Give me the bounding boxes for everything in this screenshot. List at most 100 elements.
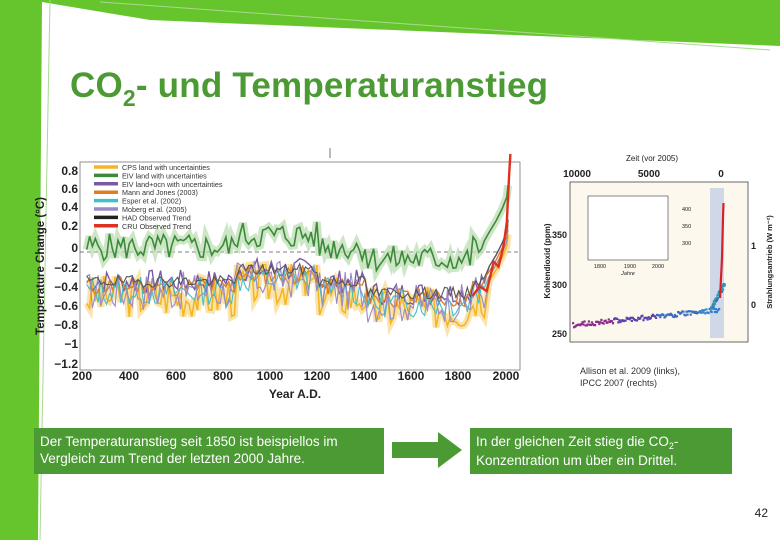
- statement-text-co2-subscript: 2: [668, 441, 674, 451]
- title-text-prefix: CO: [70, 66, 123, 105]
- co2-data-point: [594, 324, 597, 327]
- y-tick-label: 0: [71, 241, 78, 255]
- legend-label: Moberg et al. (2005): [122, 205, 187, 214]
- co2-data-point: [686, 313, 689, 316]
- co2-data-point: [631, 316, 634, 319]
- x-tick-label: 1000: [257, 369, 284, 383]
- co2-data-point: [713, 310, 716, 314]
- co2-chart: Zeit (vor 2005) 10000 5000 0 Kohlendioxi…: [543, 154, 774, 343]
- co2-data-point: [702, 311, 705, 314]
- co2-data-point: [716, 309, 720, 312]
- x-tick-label: 1200: [304, 369, 331, 383]
- co2-data-point: [700, 311, 703, 314]
- page-title: CO2- und Temperaturanstieg: [70, 66, 549, 111]
- co2-data-point: [581, 321, 584, 324]
- forcing-y-tick-label: 0: [751, 300, 756, 310]
- statement-box-co2: In der gleichen Zeit stieg die CO2-Konze…: [470, 428, 732, 474]
- inset-y-tick-label: 350: [682, 224, 691, 230]
- co2-data-point: [656, 313, 659, 316]
- co2-data-point: [649, 317, 652, 320]
- co2-data-point: [621, 319, 624, 322]
- co2-data-point: [685, 310, 688, 313]
- statement-text-co2-prefix: In der gleichen Zeit stieg die CO: [476, 434, 669, 449]
- co2-data-point: [664, 315, 667, 318]
- co2-data-point: [584, 324, 587, 327]
- co2-data-point: [699, 310, 702, 313]
- y-tick-label: −1.2: [54, 357, 78, 371]
- co2-data-point: [679, 312, 682, 315]
- co2-series: [572, 188, 726, 338]
- co2-data-point: [708, 307, 711, 310]
- co2-data-point: [704, 312, 707, 315]
- arrow-shape: [392, 432, 462, 468]
- divider-line-top: [99, 1, 771, 51]
- co2-data-point: [642, 319, 645, 322]
- title-subscript: 2: [122, 85, 136, 111]
- co2-y-axis-title: Kohlendioxid (ppm): [543, 223, 552, 298]
- co2-data-point: [630, 319, 633, 322]
- co2-data-point: [703, 309, 706, 312]
- co2-data-point: [605, 321, 608, 324]
- legend-label: CPS land with uncertainties: [122, 163, 210, 172]
- co2-data-point: [573, 326, 576, 329]
- co2-data-point: [602, 322, 605, 325]
- co2-data-point: [625, 316, 628, 319]
- co2-data-point: [689, 313, 692, 316]
- figure-caption: Allison et al. 2009 (links), IPCC 2007 (…: [580, 365, 680, 389]
- temperature-series: [80, 148, 520, 339]
- co2-data-point: [716, 297, 719, 300]
- co2-data-point: [662, 313, 665, 317]
- co2-data-point: [673, 314, 677, 317]
- co2-data-point: [694, 310, 698, 313]
- title-text-suffix: - und Temperaturanstieg: [135, 66, 549, 105]
- co2-data-point: [611, 322, 615, 325]
- co2-data-point: [714, 308, 717, 311]
- x-tick-label: 1800: [445, 369, 472, 383]
- x-tick-label: 800: [213, 369, 233, 383]
- co2-data-point: [705, 308, 708, 311]
- co2-data-point: [639, 317, 642, 320]
- co2-data-point: [598, 322, 601, 326]
- co2-data-point: [579, 324, 582, 327]
- x-tick-label: 1600: [398, 369, 425, 383]
- co2-data-point: [668, 313, 671, 317]
- inset-y-tick-label: 300: [682, 241, 691, 247]
- x-tick-label: 600: [166, 369, 186, 383]
- y-axis-labels: 0.8 0.6 0.4 0.2 0 −0.2 −0.4 −0.6 −0.8 −1…: [54, 164, 78, 371]
- co2-data-point: [658, 314, 661, 317]
- co2-data-point: [637, 316, 640, 319]
- co2-data-point: [580, 322, 583, 325]
- co2-data-point: [599, 321, 602, 324]
- y-axis-title: Temperature Change (°C): [35, 197, 47, 335]
- co2-data-point: [628, 318, 631, 321]
- co2-data-point: [698, 311, 701, 314]
- forcing-y-axis-title: Strahlungsantrieb (W m⁻²): [765, 215, 774, 309]
- co2-data-point: [641, 314, 644, 317]
- legend-label: Esper et al. (2002): [122, 197, 181, 206]
- co2-data-point: [701, 309, 704, 312]
- co2-data-point: [575, 324, 578, 327]
- co2-data-point: [659, 316, 662, 319]
- co2-data-point: [723, 284, 726, 287]
- right-arrow-icon: [392, 432, 462, 468]
- y-tick-label: −0.8: [54, 318, 78, 332]
- co2-data-point: [710, 310, 713, 314]
- co2-data-point: [713, 302, 717, 305]
- inset-plot-area: [587, 195, 669, 261]
- co2-data-point: [715, 311, 718, 314]
- co2-data-point: [646, 318, 649, 321]
- co2-data-point: [582, 323, 585, 326]
- co2-data-point: [715, 300, 718, 303]
- co2-data-point: [590, 321, 594, 324]
- co2-data-point: [672, 315, 675, 319]
- y-tick-label: −1: [64, 337, 78, 351]
- co2-data-point: [720, 290, 724, 293]
- co2-data-point: [604, 319, 607, 322]
- x-tick-label: 400: [119, 369, 139, 383]
- co2-data-point: [715, 299, 719, 302]
- x-tick-label: 10000: [563, 169, 591, 180]
- x-tick-label: 2000: [493, 369, 520, 383]
- co2-data-point: [589, 323, 592, 327]
- co2-data-point: [587, 320, 590, 323]
